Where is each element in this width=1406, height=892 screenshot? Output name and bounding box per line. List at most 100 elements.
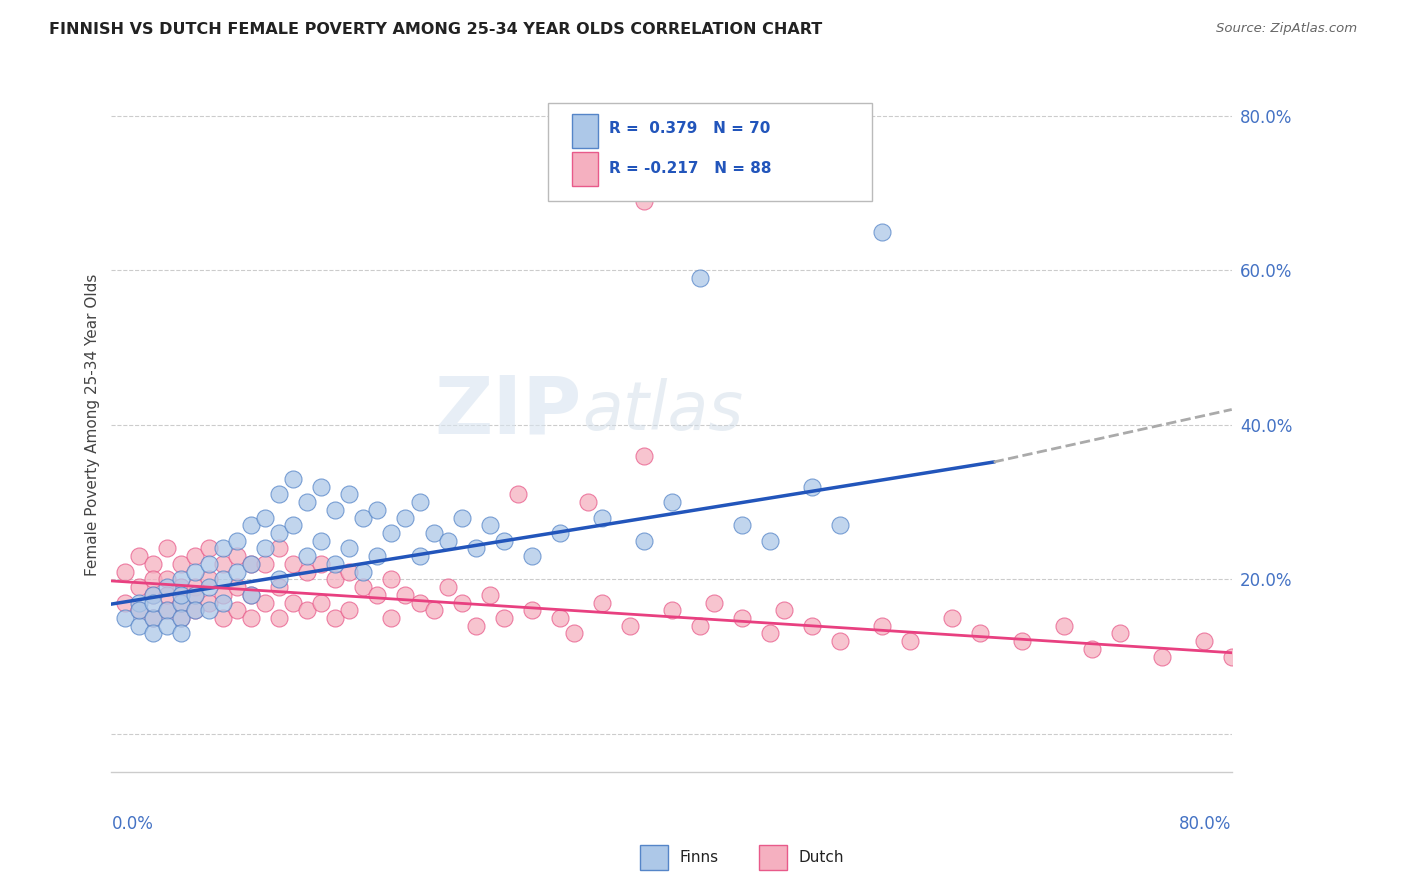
Point <box>198 557 221 571</box>
Point <box>591 510 613 524</box>
Point <box>269 611 291 625</box>
Point <box>212 611 235 625</box>
Point <box>758 626 780 640</box>
Point <box>170 580 193 594</box>
Point <box>311 533 333 548</box>
Point <box>170 611 193 625</box>
Point <box>212 595 235 609</box>
Point <box>198 595 221 609</box>
Point <box>269 580 291 594</box>
Point <box>380 611 402 625</box>
Point <box>436 533 458 548</box>
Point <box>226 533 249 548</box>
Point <box>492 533 515 548</box>
Point <box>380 573 402 587</box>
Point <box>548 611 571 625</box>
Point <box>170 626 193 640</box>
Point <box>408 595 430 609</box>
Point <box>156 588 179 602</box>
Point <box>339 603 361 617</box>
Point <box>339 487 361 501</box>
Text: Dutch: Dutch <box>799 850 844 864</box>
Point <box>226 549 249 564</box>
Text: ZIP: ZIP <box>434 372 582 450</box>
Point <box>730 518 752 533</box>
Point <box>212 588 235 602</box>
Point <box>156 618 179 632</box>
Point <box>283 595 305 609</box>
Point <box>1011 634 1033 648</box>
Point <box>464 618 486 632</box>
Point <box>353 565 375 579</box>
Point <box>184 565 207 579</box>
Point <box>170 595 193 609</box>
Point <box>689 271 711 285</box>
Point <box>619 618 641 632</box>
Point <box>240 557 263 571</box>
Point <box>422 603 444 617</box>
Point <box>269 541 291 556</box>
Point <box>184 603 207 617</box>
Point <box>353 580 375 594</box>
Point <box>394 510 416 524</box>
Point <box>325 611 347 625</box>
Point <box>800 618 823 632</box>
Point <box>128 603 150 617</box>
Point <box>661 495 683 509</box>
Point <box>339 565 361 579</box>
Point <box>184 603 207 617</box>
Point <box>198 573 221 587</box>
Point <box>142 626 165 640</box>
Point <box>478 588 501 602</box>
Point <box>325 557 347 571</box>
Point <box>1192 634 1215 648</box>
Point <box>450 510 472 524</box>
Point <box>450 595 472 609</box>
Text: 80.0%: 80.0% <box>1180 815 1232 833</box>
Point <box>184 588 207 602</box>
Point <box>128 549 150 564</box>
Point <box>297 549 319 564</box>
Point <box>772 603 794 617</box>
Point <box>226 603 249 617</box>
Point <box>408 549 430 564</box>
Point <box>1108 626 1130 640</box>
Point <box>226 565 249 579</box>
Point <box>142 588 165 602</box>
Point <box>240 611 263 625</box>
Point <box>1150 649 1173 664</box>
Point <box>325 573 347 587</box>
Point <box>156 541 179 556</box>
Point <box>800 480 823 494</box>
Point <box>156 580 179 594</box>
Point <box>353 510 375 524</box>
Point <box>226 580 249 594</box>
Point <box>128 595 150 609</box>
Point <box>198 580 221 594</box>
Text: 0.0%: 0.0% <box>111 815 153 833</box>
Point <box>170 611 193 625</box>
Text: FINNISH VS DUTCH FEMALE POVERTY AMONG 25-34 YEAR OLDS CORRELATION CHART: FINNISH VS DUTCH FEMALE POVERTY AMONG 25… <box>49 22 823 37</box>
Point <box>156 603 179 617</box>
Point <box>184 588 207 602</box>
Point <box>562 626 585 640</box>
Point <box>408 495 430 509</box>
Point <box>156 603 179 617</box>
Point <box>114 611 136 625</box>
Point <box>283 472 305 486</box>
Point <box>339 541 361 556</box>
Point <box>269 487 291 501</box>
Point <box>254 541 277 556</box>
Point <box>142 611 165 625</box>
Point <box>366 549 388 564</box>
Point <box>142 557 165 571</box>
Point <box>464 541 486 556</box>
Point <box>520 549 543 564</box>
Point <box>212 541 235 556</box>
Point <box>142 588 165 602</box>
Point <box>730 611 752 625</box>
Point <box>758 533 780 548</box>
Point <box>1080 641 1102 656</box>
Point <box>661 603 683 617</box>
Point <box>128 580 150 594</box>
